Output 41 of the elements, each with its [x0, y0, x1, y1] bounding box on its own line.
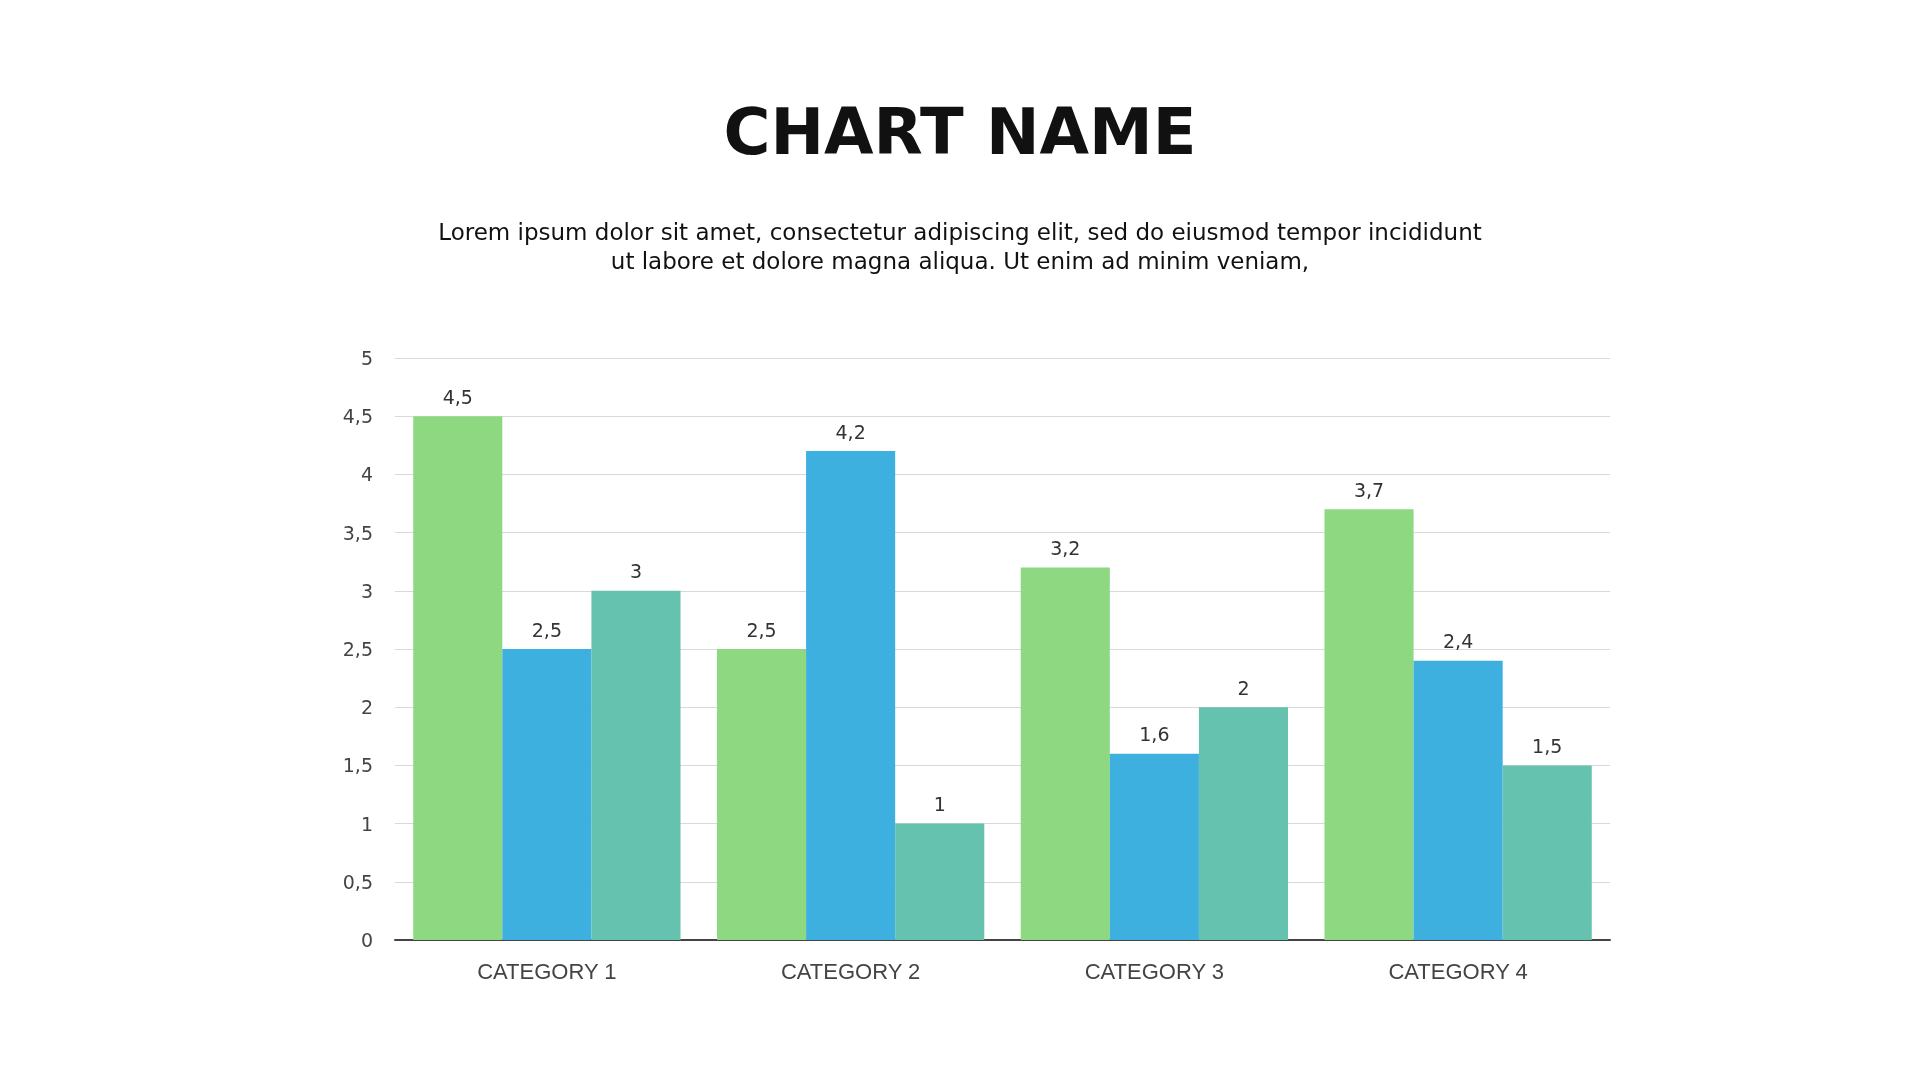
data-label: 3 [629, 560, 643, 583]
x-tick-label: CATEGORY 3 [1084, 958, 1225, 984]
y-tick-label: 4 [360, 463, 373, 486]
bar [413, 416, 503, 940]
bar [591, 590, 681, 940]
data-label: 4,5 [442, 385, 473, 408]
x-tick-label: CATEGORY 2 [780, 958, 921, 984]
y-tick-label: 3 [360, 579, 373, 602]
y-tick-label: 2,5 [342, 638, 373, 660]
data-label: 2,5 [531, 618, 562, 641]
bar [1020, 567, 1110, 940]
bar [1324, 509, 1414, 940]
data-label: 2,4 [1443, 630, 1474, 653]
data-label: 1,5 [1532, 734, 1563, 757]
y-tick-label: 5 [360, 347, 373, 369]
y-tick-label: 1,5 [342, 754, 373, 777]
bar [1413, 660, 1503, 940]
bar [1502, 765, 1592, 940]
y-tick-label: 0 [360, 929, 373, 951]
x-tick-label: CATEGORY 4 [1388, 958, 1528, 984]
chart-subtitle: Lorem ipsum dolor sit amet, consectetur adipiscing elit, sed do eiusmod tempor incididunt ut labore et dolore magna aliqua. Ut enim ad minim veniam, [437, 218, 1483, 276]
data-label: 4,2 [835, 420, 866, 443]
bar [806, 451, 896, 940]
bar [895, 823, 985, 940]
bar [716, 649, 807, 940]
bar [1109, 753, 1199, 940]
data-label: 1 [933, 793, 946, 816]
bar [502, 649, 592, 940]
data-label: 3,2 [1050, 537, 1081, 560]
x-tick-label: CATEGORY 1 [477, 958, 617, 984]
y-tick-label: 2 [360, 696, 373, 719]
data-label: 2,5 [746, 618, 777, 641]
chart-title: CHART NAME [722, 95, 1198, 169]
data-label: 3,7 [1353, 478, 1385, 501]
y-tick-label: 0,5 [342, 870, 373, 893]
bar [1198, 707, 1289, 940]
y-tick-label: 1 [360, 812, 373, 835]
y-tick-label: 4,5 [342, 405, 373, 428]
data-label: 2 [1237, 676, 1250, 699]
data-label: 1,6 [1139, 723, 1170, 746]
y-tick-label: 3,5 [342, 521, 373, 544]
